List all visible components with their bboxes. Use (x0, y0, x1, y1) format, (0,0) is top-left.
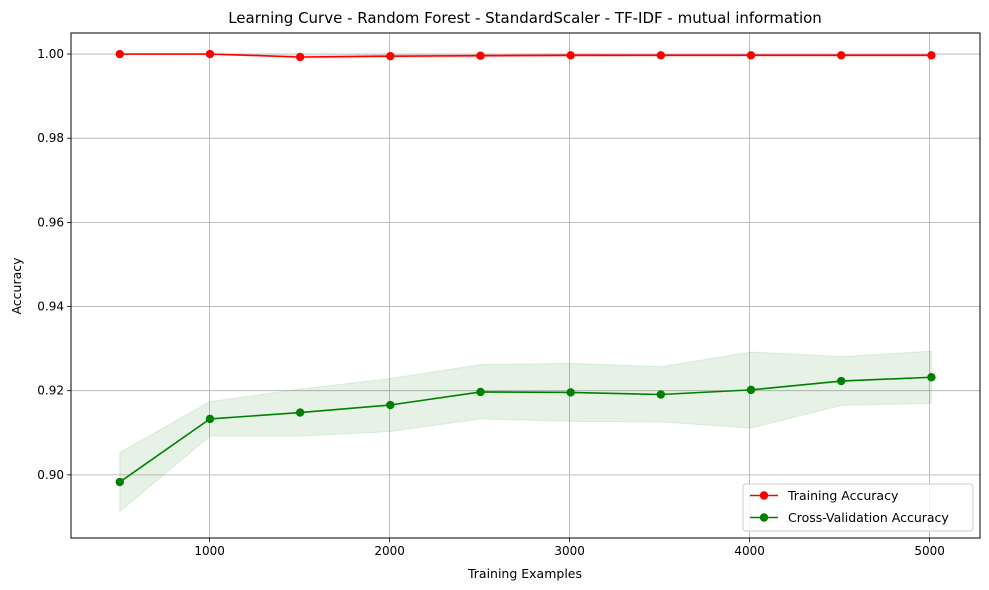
y-tick-label: 0.98 (37, 131, 64, 145)
y-axis-ticks: 0.90 0.92 0.94 0.96 0.98 1.00 (37, 47, 71, 482)
y-axis-label: Accuracy (9, 257, 24, 315)
training-accuracy-point (476, 51, 485, 60)
training-accuracy-point (566, 51, 575, 60)
x-axis-label: Training Examples (467, 566, 582, 581)
cv-accuracy-point (566, 388, 575, 397)
x-tick-label: 3000 (554, 544, 585, 558)
cv-accuracy-point (205, 414, 215, 424)
series-lines (119, 53, 932, 483)
training-accuracy-point (205, 49, 215, 59)
legend-training-label: Training Accuracy (787, 488, 899, 503)
legend: Training Accuracy Cross-Validation Accur… (742, 483, 974, 532)
cv-accuracy-point (746, 385, 756, 395)
training-accuracy-point (837, 51, 846, 60)
cv-accuracy-line (119, 376, 932, 483)
x-tick-label: 5000 (914, 544, 945, 558)
chart-title: Learning Curve - Random Forest - Standar… (228, 9, 822, 27)
grid-lines (71, 33, 980, 538)
y-tick-label: 0.94 (37, 300, 64, 314)
legend-training-marker (759, 491, 769, 500)
cv-accuracy-point (386, 400, 395, 410)
cv-accuracy-point (115, 477, 124, 487)
training-accuracy-point (746, 51, 756, 60)
cv-accuracy-point (656, 390, 666, 399)
legend-cv-label: Cross-Validation Accuracy (788, 510, 949, 525)
x-tick-label: 1000 (194, 544, 225, 558)
y-tick-label: 1.00 (37, 47, 64, 61)
x-axis-ticks: 1000 2000 3000 4000 5000 (194, 538, 945, 558)
x-tick-label: 4000 (734, 544, 765, 558)
plot-area-frame (70, 32, 981, 539)
cv-accuracy-point (476, 387, 485, 397)
y-tick-label: 0.96 (37, 215, 64, 229)
y-tick-label: 0.90 (37, 468, 64, 482)
series-points (115, 49, 936, 487)
training-accuracy-line (119, 53, 932, 58)
cv-accuracy-point (837, 376, 846, 386)
training-accuracy-point (295, 52, 305, 62)
x-tick-label: 2000 (374, 544, 405, 558)
legend-cv-marker (759, 513, 769, 522)
training-accuracy-point (927, 51, 936, 60)
cv-accuracy-point (927, 373, 936, 382)
training-accuracy-point (656, 51, 666, 60)
cv-accuracy-point (295, 408, 305, 417)
y-tick-label: 0.92 (37, 384, 64, 398)
legend-box (742, 483, 974, 532)
training-accuracy-point (386, 51, 395, 61)
training-accuracy-point (115, 49, 124, 59)
